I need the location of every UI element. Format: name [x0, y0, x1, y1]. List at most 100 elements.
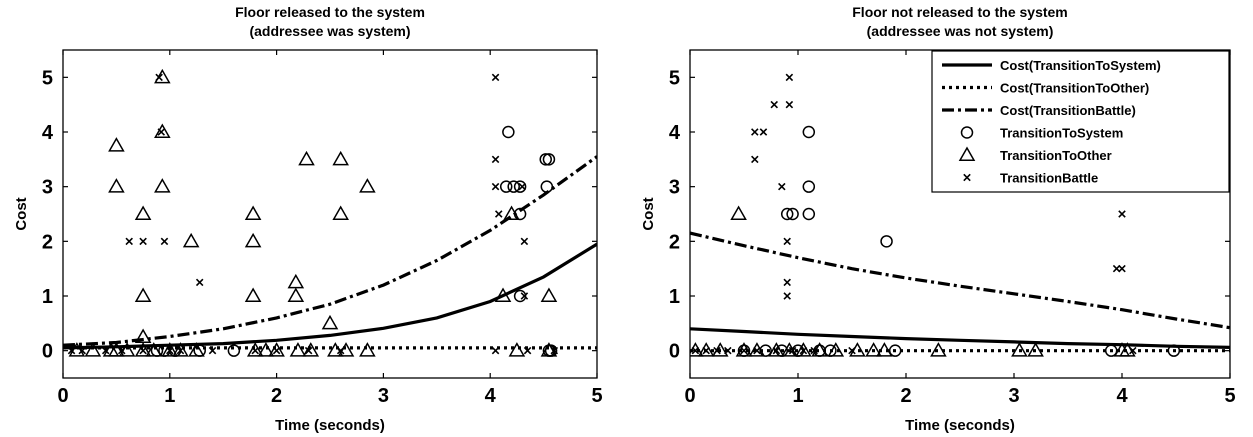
- y-tick-label: 0: [669, 341, 680, 363]
- left-chart-panel: Floor released to the system (addressee w…: [13, 4, 603, 434]
- circle-point: [502, 125, 515, 139]
- triangle-point: [332, 150, 349, 166]
- triangle-point: [827, 342, 845, 357]
- circle-point: [786, 207, 799, 221]
- x-point: [1129, 346, 1137, 355]
- legend-marker-x: [963, 173, 971, 182]
- x-point: [810, 346, 818, 355]
- x-tick-label: 2: [271, 385, 282, 407]
- circle-point: [888, 344, 902, 357]
- x-point: [491, 73, 500, 82]
- x-point: [751, 155, 759, 164]
- x-point: [251, 346, 260, 355]
- triangle-point: [494, 287, 512, 302]
- x-point: [1118, 210, 1126, 218]
- circle-point: [513, 289, 527, 303]
- y-tick-label: 3: [669, 177, 680, 199]
- legend-label: TransitionToOther: [1000, 148, 1112, 163]
- x-tick-label: 2: [900, 385, 911, 407]
- triangle-point: [735, 342, 753, 357]
- x-point: [785, 100, 794, 109]
- x-tick-label: 4: [485, 385, 497, 407]
- x-point: [740, 346, 748, 355]
- x-tick-label: 5: [591, 385, 602, 407]
- x-point: [772, 346, 781, 355]
- circle-point: [513, 207, 527, 221]
- y-tick-label: 4: [42, 122, 54, 144]
- triangle-point: [154, 123, 171, 138]
- triangle-point: [298, 150, 315, 166]
- x-point: [125, 237, 133, 246]
- x-point: [1112, 264, 1121, 273]
- triangle-point: [540, 287, 558, 302]
- triangle-point: [690, 342, 704, 357]
- y-tick-label: 0: [42, 341, 53, 363]
- scatter-points: [67, 68, 559, 357]
- circle-point: [802, 180, 816, 193]
- triangle-point: [257, 342, 275, 357]
- triangle-point: [244, 232, 262, 248]
- right-chart-panel: Floor not released to the system (address…: [640, 4, 1236, 434]
- y-tick-label: 1: [42, 286, 53, 308]
- x-point: [785, 73, 794, 82]
- triangle-point: [287, 287, 305, 302]
- x-point: [336, 346, 345, 355]
- triangle-point: [287, 273, 305, 289]
- triangle-point: [930, 342, 947, 357]
- y-tick-label: 5: [42, 67, 53, 89]
- triangle-point: [508, 342, 526, 357]
- circle-point: [880, 235, 893, 248]
- x-point: [176, 346, 185, 355]
- x-point: [751, 128, 759, 136]
- circle-point: [227, 344, 241, 357]
- x-point: [195, 278, 204, 287]
- y-tick-label: 3: [42, 177, 53, 199]
- curve-solid: [690, 327, 1230, 349]
- triangle-point: [503, 205, 520, 220]
- x-point: [713, 346, 721, 355]
- y-tick-label: 1: [669, 286, 680, 308]
- x-point: [848, 346, 856, 355]
- x-point: [494, 210, 503, 218]
- legend-label: Cost(TransitionToOther): [1000, 81, 1149, 96]
- triangle-point: [697, 342, 715, 357]
- triangle-point: [134, 342, 152, 357]
- circle-point: [1167, 344, 1181, 357]
- x-point: [101, 346, 110, 355]
- triangle-point: [134, 205, 152, 220]
- triangle-point: [332, 205, 349, 220]
- triangle-point: [161, 342, 179, 357]
- x-axis-label: Time (seconds): [905, 417, 1015, 434]
- x-point: [155, 73, 163, 82]
- circle-point: [780, 207, 794, 221]
- x-tick-label: 5: [1224, 385, 1235, 407]
- x-axis-label: Time (seconds): [275, 417, 385, 434]
- x-point: [520, 292, 529, 300]
- x-point: [799, 346, 808, 355]
- curves: [63, 155, 597, 350]
- triangle-point: [188, 342, 205, 357]
- triangle-point: [359, 178, 376, 193]
- x-tick-label: 3: [1008, 385, 1019, 407]
- curve-dashdot: [690, 231, 1230, 330]
- x-tick-label: 1: [164, 385, 175, 407]
- legend-label: TransitionBattle: [1000, 171, 1098, 186]
- plot-frame: [689, 49, 1231, 379]
- triangle-point: [289, 342, 307, 357]
- triangle-point: [795, 342, 812, 357]
- circle-point: [1104, 344, 1118, 357]
- x-point: [783, 237, 791, 246]
- triangle-point: [321, 314, 339, 330]
- triangle-point: [244, 205, 262, 220]
- legend-marker-triangle: [958, 146, 976, 161]
- x-point: [724, 346, 732, 355]
- legend-label: Cost(TransitionToSystem): [1000, 58, 1161, 73]
- y-axis-label: Cost: [13, 197, 30, 230]
- scatter-points: [690, 73, 1181, 357]
- triangle-point: [876, 342, 893, 357]
- triangle-point: [359, 342, 376, 357]
- legend-label: Cost(TransitionBattle): [1000, 103, 1136, 118]
- triangle-point: [108, 137, 125, 152]
- x-point: [783, 278, 791, 287]
